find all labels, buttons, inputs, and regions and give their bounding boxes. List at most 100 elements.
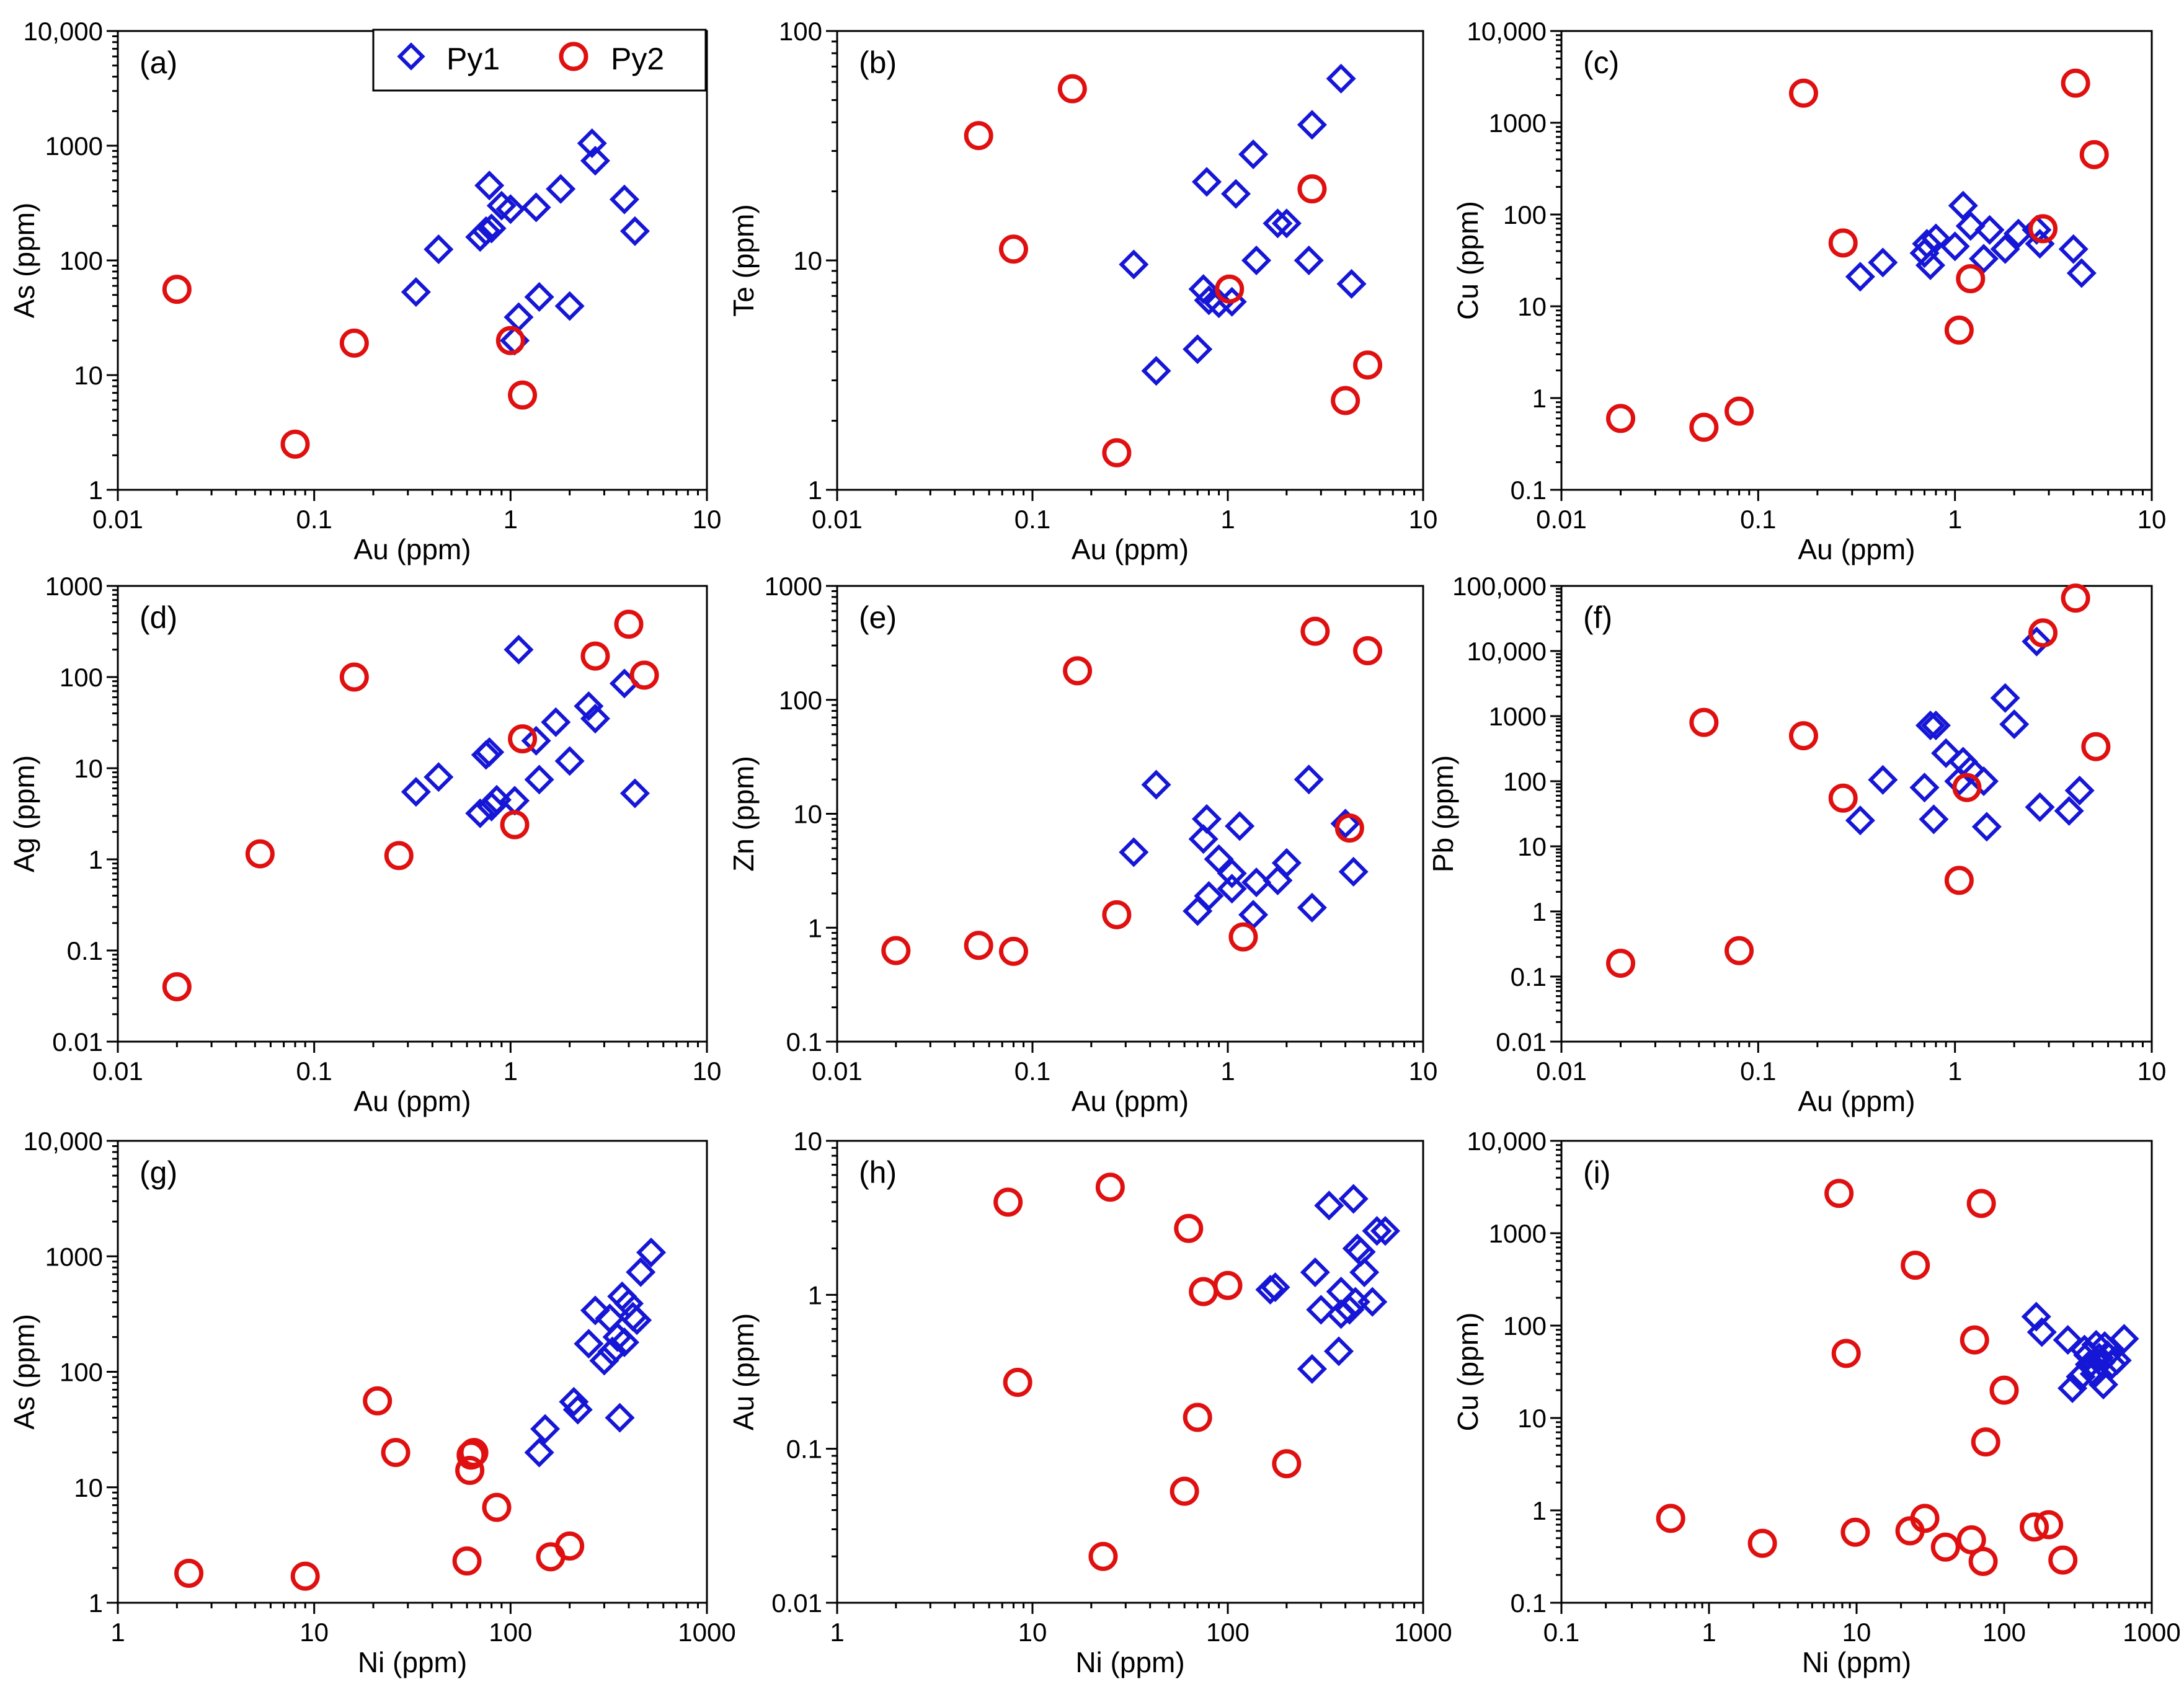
point-py1 (1188, 274, 1219, 304)
x-tick-label: 1 (1948, 1057, 1962, 1086)
y-tick-label: 10 (1517, 832, 1547, 861)
point-py2 (1088, 1541, 1118, 1571)
legend-py1-marker (397, 42, 425, 71)
point-py1 (1294, 245, 1324, 276)
point-py2 (1189, 1277, 1219, 1306)
point-py1 (1845, 262, 1875, 292)
x-tick-label: 1000 (1394, 1618, 1452, 1647)
point-py1 (1263, 208, 1293, 239)
point-py1 (1271, 848, 1302, 878)
point-py2 (1952, 773, 1982, 802)
plot-frame (836, 1140, 1424, 1604)
panel-i: 0.1 1 10 100 1000 0.1 1 10 100 1000 10,000 Ni (ppm)… (1452, 1127, 2181, 1678)
point-py1 (574, 1329, 604, 1359)
x-tick-label: 1000 (2123, 1618, 2180, 1647)
legend-py1-label: Py1 (446, 42, 500, 76)
y-tick-label: 1000 (45, 572, 103, 601)
y-tick-label: 10 (74, 754, 103, 783)
point-py1 (1915, 250, 1946, 280)
point-py1 (2058, 234, 2089, 264)
point-py2 (459, 1438, 489, 1468)
x-tick-label: 1 (830, 1618, 844, 1647)
point-py1 (1183, 334, 1213, 365)
x-tick-label: 0.1 (1014, 505, 1050, 534)
point-py1 (1999, 709, 2030, 740)
point-py1 (521, 192, 551, 223)
y-tick-label: 1 (808, 476, 822, 505)
point-py1 (1915, 710, 1946, 741)
y-tick-label: 0.1 (1511, 962, 1547, 991)
y-tick-label: 100 (60, 663, 103, 692)
y-tick-label: 0.1 (67, 936, 103, 965)
y-tick-label: 0.1 (1511, 1588, 1547, 1618)
point-py1 (1340, 1287, 1370, 1317)
point-py1 (622, 1305, 652, 1336)
y-tick-label: 100 (779, 686, 822, 715)
point-py2 (1170, 1476, 1199, 1506)
point-py1 (554, 746, 585, 776)
point-py2 (1353, 636, 1383, 665)
x-tick-label: 10 (693, 505, 722, 534)
y-axis-label: As (ppm) (8, 203, 40, 319)
y-axis-label: Zn (ppm) (727, 756, 760, 872)
point-py1 (541, 707, 571, 737)
point-py1 (1297, 110, 1327, 140)
point-py1 (524, 281, 554, 312)
point-py2 (2061, 68, 2090, 98)
point-py2 (998, 234, 1028, 264)
point-py2 (1183, 1402, 1212, 1432)
point-py1 (1241, 867, 1272, 898)
series-py2 (1606, 68, 2109, 442)
point-py2 (1944, 315, 1974, 345)
legend-box (372, 29, 707, 92)
point-py2 (1228, 922, 1258, 952)
point-py1 (597, 1336, 628, 1367)
point-py1 (562, 1394, 593, 1425)
point-py2 (1930, 1532, 1960, 1562)
point-py2 (452, 1546, 482, 1576)
y-tick-label: 100 (779, 17, 822, 46)
y-tick-label: 1 (89, 1588, 103, 1618)
x-axis-label: Ni (ppm) (358, 1646, 467, 1678)
y-tick-label: 10,000 (1467, 17, 1547, 46)
point-py1 (424, 234, 454, 265)
x-axis-label: Au (ppm) (353, 1085, 471, 1117)
point-py1 (609, 184, 639, 215)
y-axis-label: Pb (ppm) (1427, 755, 1459, 872)
panel-label: (b) (859, 45, 897, 80)
point-py2 (384, 841, 414, 871)
point-py1 (1362, 1216, 1392, 1246)
series-py1 (401, 634, 650, 828)
point-py2 (1606, 949, 1636, 978)
point-py2 (1960, 1325, 1989, 1355)
point-py2 (1003, 1368, 1032, 1398)
plot-frame (117, 585, 708, 1043)
y-tick-label: 1 (1532, 897, 1547, 926)
y-tick-label: 10,000 (1467, 637, 1547, 666)
y-tick-label: 1 (1532, 384, 1547, 413)
point-py2 (381, 1438, 411, 1468)
series-py1 (401, 128, 650, 356)
x-tick-label: 0.1 (296, 1057, 332, 1086)
point-py2 (2048, 1545, 2078, 1575)
point-py2 (1606, 404, 1636, 433)
plot-frame (1560, 30, 2153, 491)
y-axis-label: Cu (ppm) (1452, 201, 1484, 320)
point-py1 (2025, 792, 2055, 822)
point-py2 (629, 660, 659, 690)
point-py2 (993, 1187, 1023, 1217)
panel-g: 1 10 100 1000 1 10 100 1000 10,000 Ni (ppm) As (pp… (8, 1127, 736, 1678)
point-py1 (1306, 1295, 1336, 1325)
y-tick-label: 100 (1503, 200, 1547, 229)
x-tick-label: 0.1 (1543, 1618, 1579, 1647)
point-py1 (1141, 769, 1171, 800)
point-py1 (1294, 764, 1324, 795)
y-axis-label: Te (ppm) (727, 204, 760, 316)
point-py1 (1357, 1287, 1388, 1317)
series-py1 (2021, 1301, 2139, 1404)
series-py2 (162, 609, 659, 1001)
point-py1 (1868, 764, 1898, 795)
point-py2 (2034, 1510, 2064, 1540)
plot-frame (836, 585, 1424, 1043)
x-tick-label: 1 (1948, 505, 1962, 534)
